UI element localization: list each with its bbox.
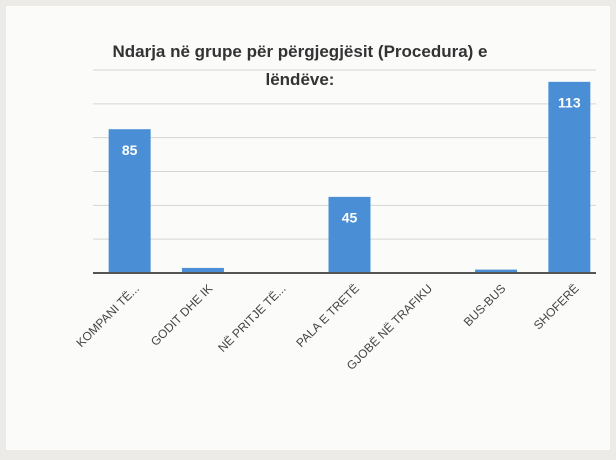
- bar: [548, 81, 591, 273]
- chart-title: Ndarja në grupe për përgjegjësit (Proced…: [112, 42, 488, 89]
- x-tick-label: BUS-BUS: [461, 281, 509, 329]
- data-label: 85: [122, 142, 138, 158]
- bar: [328, 196, 371, 273]
- bar: [181, 267, 224, 273]
- x-tick-label: GODIT DHE IK: [148, 281, 215, 348]
- data-label: 113: [558, 95, 581, 111]
- x-tick-label: KOMPANI TË...: [73, 281, 142, 350]
- chart-panel: [6, 6, 610, 450]
- data-label: 45: [342, 210, 358, 226]
- bar: [108, 129, 151, 273]
- x-tick-label: NË PRITJE TË...: [215, 281, 288, 354]
- x-tick-label: PALA E TRETË: [293, 281, 362, 350]
- bar: [475, 269, 518, 273]
- x-tick-label: SHOFERË: [531, 281, 582, 332]
